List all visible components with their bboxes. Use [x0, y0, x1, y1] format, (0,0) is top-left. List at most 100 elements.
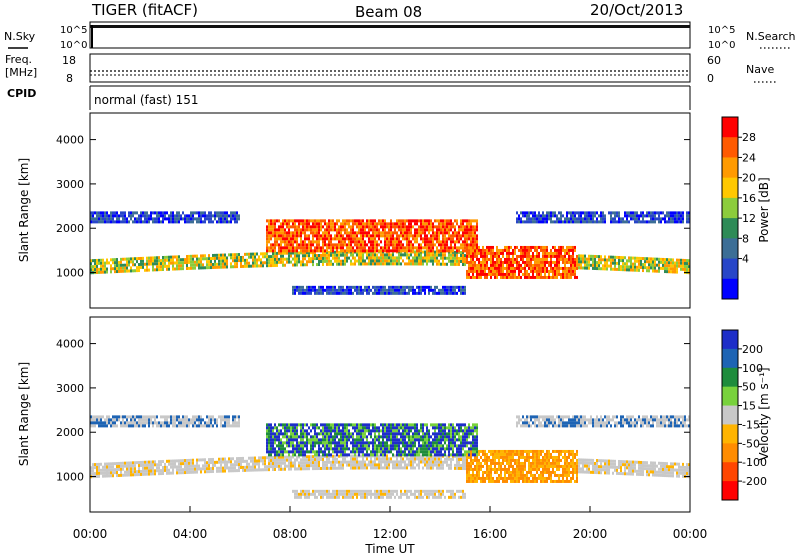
power-cell — [340, 228, 342, 231]
power-cell — [130, 257, 132, 260]
velocity-cell — [108, 465, 110, 468]
power-cell — [372, 219, 374, 222]
velocity-cell — [392, 490, 394, 493]
velocity-cell — [126, 421, 128, 424]
velocity-cell — [366, 463, 368, 466]
power-cell — [482, 249, 484, 252]
power-cell — [438, 222, 440, 225]
power-cell — [496, 252, 498, 255]
velocity-cell — [314, 429, 316, 432]
velocity-cell — [370, 496, 372, 499]
power-cell — [564, 267, 566, 270]
power-cell — [556, 258, 558, 261]
velocity-cell — [212, 415, 214, 418]
power-cell — [384, 237, 386, 240]
velocity-cell — [354, 450, 356, 453]
power-cell — [262, 264, 264, 267]
power-cell — [382, 249, 384, 252]
velocity-cell — [330, 453, 332, 456]
power-cell — [536, 220, 538, 223]
freq-label: Freq. — [5, 53, 32, 66]
power-cell — [570, 261, 572, 264]
velocity-cell — [380, 460, 382, 463]
velocity-cell — [208, 461, 210, 464]
power-cell — [436, 234, 438, 237]
velocity-cell — [126, 471, 128, 474]
velocity-cell — [158, 460, 160, 463]
power-cell — [550, 255, 552, 258]
power-cell — [370, 234, 372, 237]
power-cell — [388, 259, 390, 262]
power-cell — [376, 240, 378, 243]
power-cell — [572, 267, 574, 270]
power-cell — [300, 222, 302, 225]
power-cell — [568, 273, 570, 276]
power-cell — [324, 254, 326, 257]
power-cell — [492, 267, 494, 270]
velocity-cell — [388, 432, 390, 435]
power-cell — [356, 237, 358, 240]
power-cell — [538, 276, 540, 279]
velocity-cell — [236, 424, 238, 427]
velocity-cell — [332, 438, 334, 441]
velocity-cell — [214, 418, 216, 421]
power-cell — [250, 253, 252, 256]
power-cell — [172, 217, 174, 220]
velocity-cell — [216, 470, 218, 473]
power-cell — [310, 219, 312, 222]
power-cell — [486, 255, 488, 258]
power-cell — [208, 214, 210, 217]
power-cell — [450, 237, 452, 240]
power-cell — [638, 266, 640, 269]
velocity-cell — [360, 496, 362, 499]
velocity-cell — [352, 496, 354, 499]
power-cell — [292, 234, 294, 237]
power-cell — [328, 237, 330, 240]
power-cell — [380, 253, 382, 256]
power-cell — [518, 270, 520, 273]
power-cell — [610, 214, 612, 217]
velocity-cell — [360, 438, 362, 441]
velocity-cell — [260, 459, 262, 462]
velocity-cell — [108, 418, 110, 421]
power-cell — [652, 257, 654, 260]
velocity-cell — [360, 444, 362, 447]
velocity-cell — [132, 473, 134, 476]
power-cell — [500, 261, 502, 264]
velocity-cell — [278, 462, 280, 465]
velocity-cell — [266, 429, 268, 432]
power-cell — [344, 243, 346, 246]
velocity-cell — [322, 461, 324, 464]
velocity-cell — [142, 464, 144, 467]
power-cell — [308, 292, 310, 295]
power-cell — [586, 264, 588, 267]
velocity-cell — [316, 426, 318, 429]
velocity-cell — [300, 467, 302, 470]
power-cell — [410, 246, 412, 249]
velocity-cell — [284, 450, 286, 453]
power-cell — [164, 214, 166, 217]
power-cell — [410, 253, 412, 256]
power-cell — [304, 246, 306, 249]
power-cell — [466, 234, 468, 237]
power-cell — [440, 222, 442, 225]
power-cell — [166, 217, 168, 220]
velocity-cell — [232, 415, 234, 418]
power-cell — [652, 269, 654, 272]
power-cell — [564, 249, 566, 252]
power-cell — [466, 219, 468, 222]
power-cell — [362, 225, 364, 228]
power-cell — [166, 259, 168, 262]
power-cell — [482, 246, 484, 249]
power-cell — [494, 273, 496, 276]
power-cell — [398, 222, 400, 225]
nave-tick-top: 60 — [707, 54, 721, 67]
power-cell — [276, 243, 278, 246]
velocity-cell — [382, 432, 384, 435]
velocity-cell — [120, 421, 122, 424]
velocity-cell — [376, 493, 378, 496]
velocity-cell — [124, 424, 126, 427]
power-cell — [534, 270, 536, 273]
velocity-cell — [274, 432, 276, 435]
power-cell — [400, 262, 402, 265]
